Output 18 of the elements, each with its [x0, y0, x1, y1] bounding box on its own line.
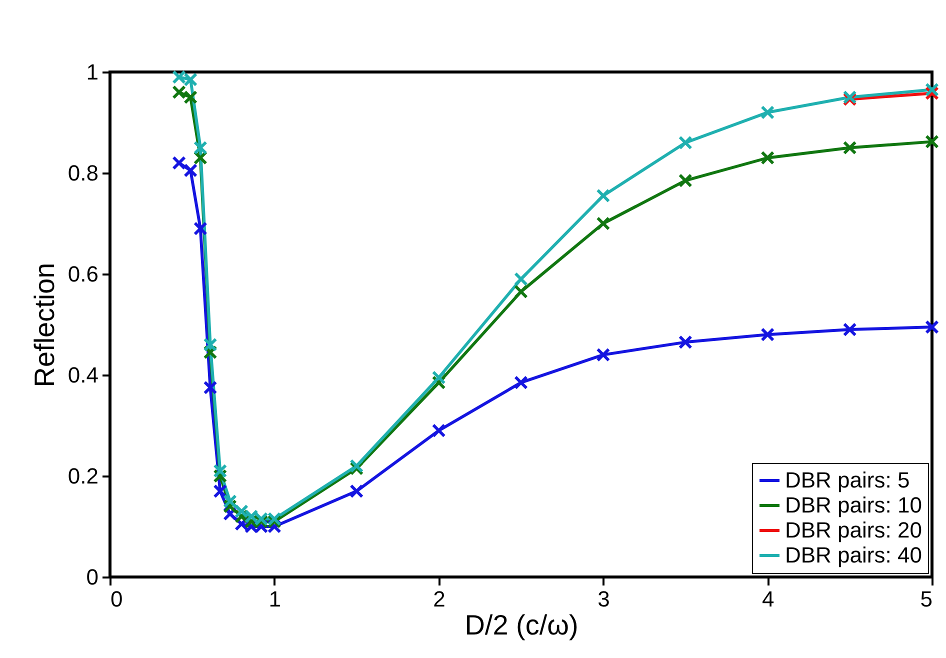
y-tick-label: 0.8: [68, 160, 98, 186]
x-tick-label: 4: [762, 586, 774, 612]
legend-label: DBR pairs: 10: [785, 492, 922, 518]
y-tick-label: 0.6: [68, 262, 98, 286]
y-axis-title: Reflection: [28, 262, 60, 388]
x-axis-title: D/2 (c/ω): [464, 610, 578, 640]
x-tick-label: 0: [110, 586, 123, 612]
y-tick-label: 0: [86, 564, 98, 590]
legend-label: DBR pairs: 40: [785, 542, 922, 568]
x-tick-label: 1: [268, 586, 282, 612]
x-tick-label: 5: [920, 586, 932, 612]
x-tick-label: 3: [598, 586, 610, 612]
y-tick-label: 1: [86, 60, 98, 84]
legend-label: DBR pairs: 5: [785, 468, 910, 492]
legend-label: DBR pairs: 20: [785, 518, 922, 542]
y-tick-label: 0.2: [68, 464, 98, 488]
y-tick-label: 0.4: [68, 362, 98, 388]
x-tick-label: 2: [433, 586, 446, 612]
